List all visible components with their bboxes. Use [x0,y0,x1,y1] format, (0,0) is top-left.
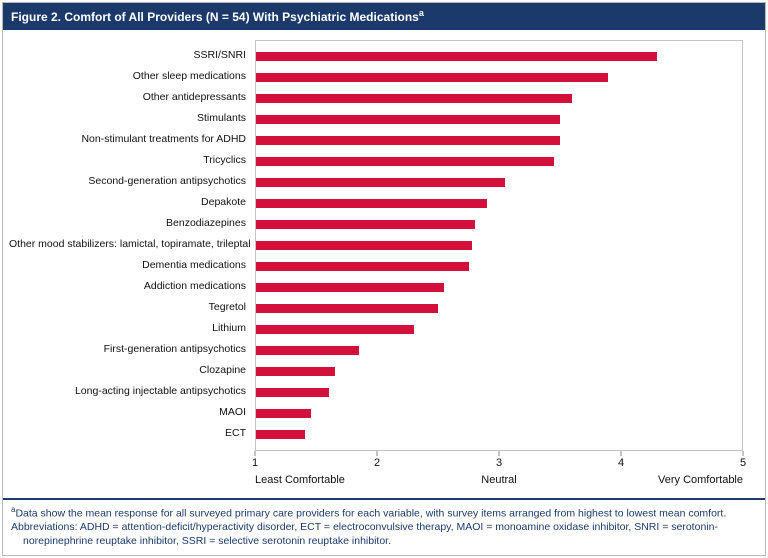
axis-spacer [9,472,255,490]
bar-row [256,88,742,109]
category-label: Dementia medications [142,259,246,271]
category-label: Stimulants [196,112,246,124]
tick-mark [498,451,500,456]
footnote-data-line: aData show the mean response for all sur… [11,505,755,521]
bar-row [256,382,742,403]
bar-row [256,67,742,88]
bar-row [256,235,742,256]
bar-row [256,298,742,319]
axis-caption: Neutral [481,474,517,486]
x-axis-captions-row: Least Comfortable Neutral Very Comfortable [9,472,743,490]
tick-mark [376,451,378,456]
bar-row [256,214,742,235]
tick-mark [254,451,256,456]
x-axis-ticks: 1 2 3 4 5 [251,451,747,472]
category-label: Tricyclics [203,154,246,166]
footnote-abbreviations: Abbreviations: ADHD = attention-deficit/… [11,521,718,548]
bar [256,409,311,418]
tick-mark [620,451,622,456]
figure-title: Figure 2. Comfort of All Providers (N = … [11,10,419,24]
category-label: First-generation antipsychotics [103,343,246,355]
bar [256,325,414,334]
category-label: Other sleep medications [132,70,246,82]
bar [256,178,506,187]
bar [256,262,469,271]
category-label: Other antidepressants [142,91,246,103]
tick-mark [742,451,744,456]
bar [256,157,554,166]
category-label: Long-acting injectable antipsychotics [74,385,246,397]
bar-row [256,172,742,193]
category-label: Non-stimulant treatments for ADHD [81,133,246,145]
footnote-superscript: a [11,505,16,514]
bar-row [256,424,742,445]
bar [256,52,657,61]
bar-row [256,403,742,424]
chart: SSRI/SNRI Other sleep medications Other an… [3,30,765,490]
bar-row [256,277,742,298]
chart-body: SSRI/SNRI Other sleep medications Other an… [9,40,743,451]
footnote: aData show the mean response for all sur… [3,498,765,555]
bar-row [256,109,742,130]
bar [256,367,335,376]
bar [256,94,572,103]
bar [256,241,473,250]
footnote-data-text: Data show the mean response for all surv… [15,507,727,520]
bar-row [256,46,742,67]
category-label: Tegretol [208,301,246,313]
category-label: Depakote [201,196,246,208]
x-axis-ticks-row: 1 2 3 4 5 [9,451,747,472]
category-labels-column: SSRI/SNRI Other sleep medications Other an… [9,40,255,451]
category-label: Benzodiazepines [166,217,246,229]
bar-row [256,319,742,340]
category-label: MAOI [219,406,246,418]
category-label: SSRI/SNRI [193,49,246,61]
category-label: Clozapine [199,364,246,376]
bar [256,199,487,208]
x-tick-label: 4 [617,457,625,469]
axis-caption: Least Comfortable [255,474,345,486]
x-tick-label: 1 [251,457,259,469]
bar-row [256,361,742,382]
x-tick-label: 3 [495,457,503,469]
bar [256,430,305,439]
figure-title-bar: Figure 2. Comfort of All Providers (N = … [3,3,765,30]
bar-row [256,256,742,277]
category-label: Other mood stabilizers: lamictal, topira… [9,238,251,250]
axis-spacer [9,451,255,472]
category-label: Second-generation antipsychotics [88,175,246,187]
bar [256,304,439,313]
x-tick-label: 5 [739,457,747,469]
bar-row [256,340,742,361]
figure-title-superscript: a [418,8,424,18]
bar [256,136,560,145]
bar-row [256,151,742,172]
bar [256,388,329,397]
bar-row [256,193,742,214]
category-label: Lithium [212,322,246,334]
bar [256,346,360,355]
x-axis-captions: Least Comfortable Neutral Very Comfortable [255,474,743,490]
x-tick-label: 2 [373,457,381,469]
bar [256,283,445,292]
axis-caption: Very Comfortable [658,474,743,486]
category-label: ECT [225,427,246,439]
bar [256,220,475,229]
bar [256,115,560,124]
plot-area [255,40,743,451]
bar-row [256,130,742,151]
category-label: Addiction medications [143,280,246,292]
bar [256,73,609,82]
